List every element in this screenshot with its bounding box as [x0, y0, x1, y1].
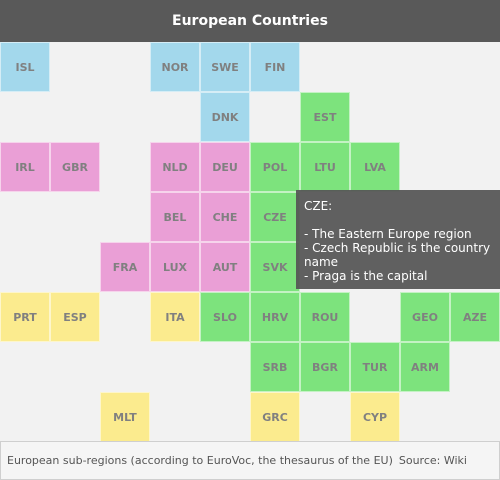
country-tile-grc[interactable]: GRC: [250, 392, 300, 442]
country-tile-fra[interactable]: FRA: [100, 242, 150, 292]
chart-title: European Countries: [0, 0, 500, 42]
tooltip-line-capital: - Praga is the capital: [304, 269, 428, 283]
country-tile-fin[interactable]: FIN: [250, 42, 300, 92]
country-tile-ltu[interactable]: LTU: [300, 142, 350, 192]
footer-source: Source: Wiki: [398, 454, 467, 467]
country-tile-dnk[interactable]: DNK: [200, 92, 250, 142]
country-tile-che[interactable]: CHE: [200, 192, 250, 242]
tooltip-heading: CZE:: [304, 199, 333, 213]
country-tile-aut[interactable]: AUT: [200, 242, 250, 292]
chart-footer: European sub-regions (according to EuroV…: [0, 441, 500, 480]
country-tile-pol[interactable]: POL: [250, 142, 300, 192]
country-tile-bgr[interactable]: BGR: [300, 342, 350, 392]
tooltip-line-name: - Czech Republic is the country name: [304, 241, 491, 269]
country-tile-hrv[interactable]: HRV: [250, 292, 300, 342]
country-tooltip: CZE: - The Eastern Europe region - Czech…: [296, 190, 500, 289]
country-tile-nor[interactable]: NOR: [150, 42, 200, 92]
country-tile-arm[interactable]: ARM: [400, 342, 450, 392]
country-tile-cyp[interactable]: CYP: [350, 392, 400, 442]
country-tile-gbr[interactable]: GBR: [50, 142, 100, 192]
country-tile-esp[interactable]: ESP: [50, 292, 100, 342]
country-tile-bel[interactable]: BEL: [150, 192, 200, 242]
country-tile-tur[interactable]: TUR: [350, 342, 400, 392]
country-tile-lva[interactable]: LVA: [350, 142, 400, 192]
country-tile-slo[interactable]: SLO: [200, 292, 250, 342]
country-tile-lux[interactable]: LUX: [150, 242, 200, 292]
country-tile-est[interactable]: EST: [300, 92, 350, 142]
tile-map: ISL NOR SWE FIN DNK EST IRL GBR NLD DEU POL LTU LVA B…: [0, 42, 500, 442]
country-tile-rou[interactable]: ROU: [300, 292, 350, 342]
footer-note: European sub-regions (according to EuroV…: [7, 454, 393, 467]
country-tile-srb[interactable]: SRB: [250, 342, 300, 392]
country-tile-ita[interactable]: ITA: [150, 292, 200, 342]
country-tile-deu[interactable]: DEU: [200, 142, 250, 192]
tooltip-line-region: - The Eastern Europe region: [304, 227, 472, 241]
country-tile-aze[interactable]: AZE: [450, 292, 500, 342]
country-tile-irl[interactable]: IRL: [0, 142, 50, 192]
country-tile-mlt[interactable]: MLT: [100, 392, 150, 442]
country-tile-svk[interactable]: SVK: [250, 242, 300, 292]
country-tile-nld[interactable]: NLD: [150, 142, 200, 192]
country-tile-swe[interactable]: SWE: [200, 42, 250, 92]
country-tile-cze[interactable]: CZE: [250, 192, 300, 242]
country-tile-isl[interactable]: ISL: [0, 42, 50, 92]
country-tile-prt[interactable]: PRT: [0, 292, 50, 342]
country-tile-geo[interactable]: GEO: [400, 292, 450, 342]
